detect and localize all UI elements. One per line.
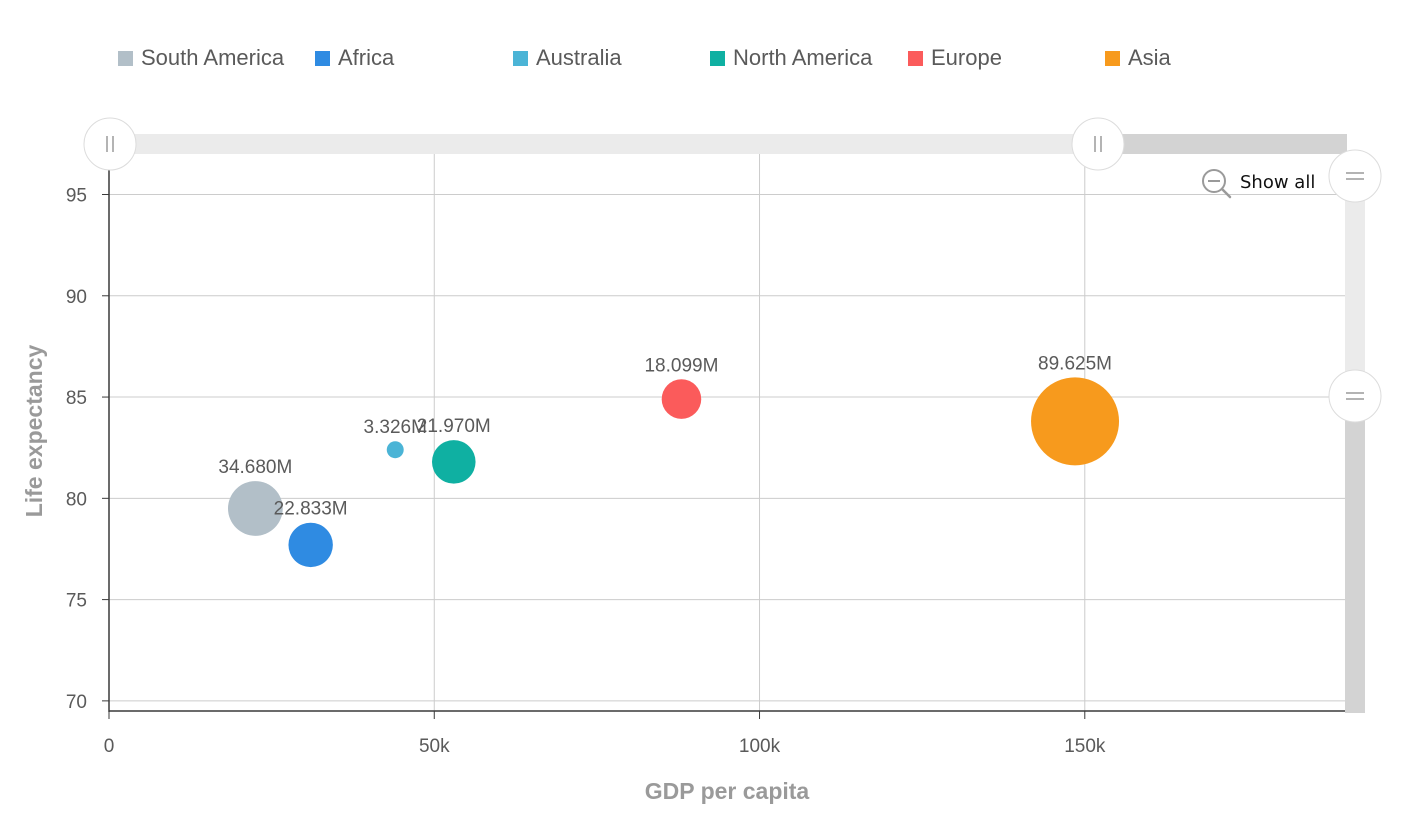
legend-item-europe[interactable]: Europe xyxy=(908,45,1002,71)
legend-swatch-europe xyxy=(908,50,923,66)
y-tick-label: 70 xyxy=(66,692,87,713)
bubbles xyxy=(227,377,1120,568)
bubble-australia[interactable] xyxy=(386,441,404,459)
legend-label-asia: Asia xyxy=(1128,45,1171,70)
x-tick-label: 100k xyxy=(739,736,781,757)
bubble-europe[interactable] xyxy=(661,379,702,419)
legend-swatch-australia xyxy=(513,50,528,66)
bubble-south-america[interactable] xyxy=(227,481,283,536)
legend-item-asia[interactable]: Asia xyxy=(1105,45,1171,71)
legend-label-north-america: North America xyxy=(733,45,873,70)
vertical-scrollbar-unselected xyxy=(1345,397,1365,713)
bubble-label-africa: 22.833M xyxy=(274,499,348,520)
legend-item-north-america[interactable]: North America xyxy=(710,45,872,71)
bubble-label-europe: 18.099M xyxy=(644,355,718,376)
bubble-label-north-america: 21.970M xyxy=(417,416,491,437)
end-grip-circle[interactable] xyxy=(1071,117,1125,171)
bubble-label-australia: 3.326M xyxy=(364,417,427,438)
vertical-end-grip-circle[interactable] xyxy=(1328,369,1382,423)
vertical-scrollbar-start-grip[interactable] xyxy=(1328,149,1382,203)
horizontal-scrollbar-start-grip[interactable] xyxy=(83,117,137,171)
tick-labels: 70 75 80 85 90 95 0 50k 100k 150k xyxy=(66,186,1106,757)
vertical-scrollbar[interactable] xyxy=(1345,175,1365,713)
legend-label-europe: Europe xyxy=(931,45,1002,70)
legend-label-south-america: South America xyxy=(141,45,285,70)
x-axis-title: GDP per capita xyxy=(645,778,810,804)
legend-label-australia: Australia xyxy=(536,45,622,70)
zoom-out-icon xyxy=(1202,169,1232,199)
horizontal-grip-lines-icon xyxy=(1346,172,1364,180)
legend-label-africa: Africa xyxy=(338,45,395,70)
legend-item-africa[interactable]: Africa xyxy=(315,45,394,71)
horizontal-scrollbar[interactable] xyxy=(110,134,1347,154)
vertical-scrollbar-end-grip[interactable] xyxy=(1328,369,1382,423)
x-tick-label: 150k xyxy=(1064,736,1106,757)
vertical-grip-lines-icon xyxy=(1094,136,1102,152)
axes xyxy=(108,154,1345,712)
x-tick-label: 0 xyxy=(104,736,115,757)
legend-item-south-america[interactable]: South America xyxy=(118,45,284,71)
legend-swatch-asia xyxy=(1105,50,1120,66)
horizontal-scrollbar-unselected xyxy=(1098,134,1347,154)
y-tick-label: 95 xyxy=(66,186,87,207)
bubble-label-asia: 89.625M xyxy=(1038,353,1112,374)
vertical-start-grip-circle[interactable] xyxy=(1328,149,1382,203)
y-axis-title: Life expectancy xyxy=(21,345,47,518)
bubble-label-south-america: 34.680M xyxy=(218,457,292,478)
horizontal-scrollbar-track[interactable] xyxy=(110,134,1347,154)
legend-swatch-africa xyxy=(315,50,330,66)
horizontal-scrollbar-end-grip[interactable] xyxy=(1071,117,1125,171)
horizontal-grip-lines-icon xyxy=(1346,392,1364,400)
y-tick-label: 80 xyxy=(66,489,87,510)
vertical-grip-lines-icon xyxy=(106,136,114,152)
show-all-button[interactable]: Show all xyxy=(1196,166,1332,199)
legend-item-australia[interactable]: Australia xyxy=(513,45,622,71)
show-all-label: Show all xyxy=(1240,172,1315,193)
legend-swatch-north-america xyxy=(710,50,725,66)
x-tick-label: 50k xyxy=(419,736,450,757)
y-tick-label: 75 xyxy=(66,591,87,612)
grid xyxy=(109,154,1345,711)
legend-swatch-south-america xyxy=(118,50,133,66)
start-grip-circle[interactable] xyxy=(83,117,137,171)
vertical-scrollbar-track[interactable] xyxy=(1345,175,1365,397)
y-tick-label: 90 xyxy=(66,287,87,308)
bubble-north-america[interactable] xyxy=(431,440,476,484)
y-tick-label: 85 xyxy=(66,388,87,409)
bubble-africa[interactable] xyxy=(288,522,333,568)
bubble-asia[interactable] xyxy=(1031,377,1120,466)
